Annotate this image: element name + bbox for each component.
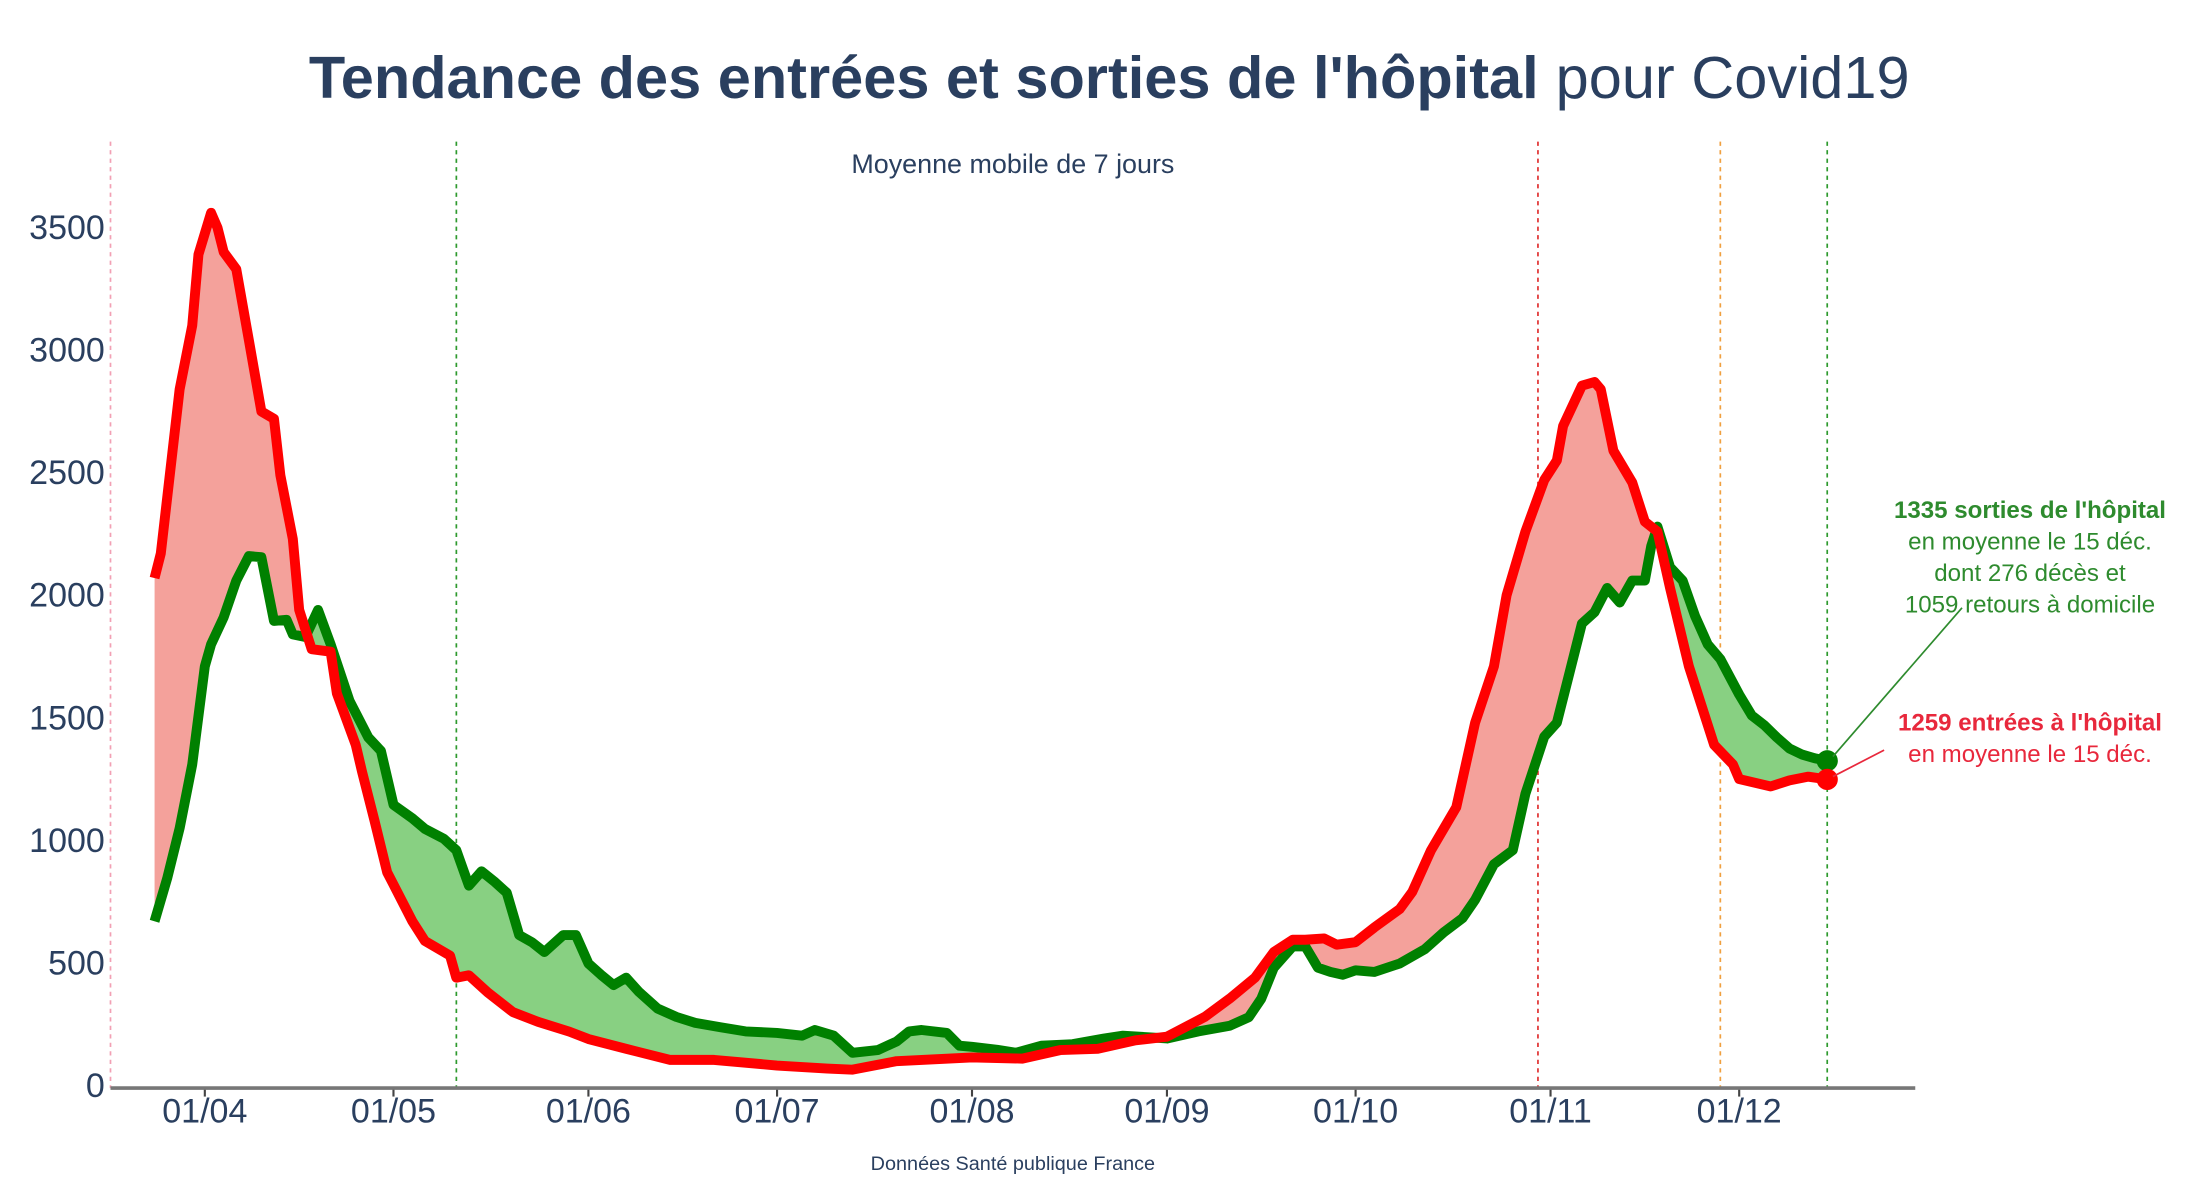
annotation-text: en moyenne le 15 déc.: [1908, 528, 2152, 555]
x-tick-label: 01/06: [546, 1093, 631, 1131]
series-line: [149, 207, 1828, 1075]
chart-title: Tendance des entrées et sorties de l'hôp…: [309, 44, 1910, 111]
y-tick-label: 1000: [29, 822, 105, 860]
annotation-text: en moyenne le 15 déc.: [1908, 741, 2152, 768]
x-tick-label: 01/07: [735, 1093, 820, 1131]
fill-area: [154, 526, 1828, 1070]
y-tick-label: 2500: [29, 454, 105, 492]
annotation-text: 1059 retours à domicile: [1905, 592, 2155, 619]
annotation-text: dont 276 décès et: [1934, 560, 2126, 587]
x-tick-label: 01/05: [351, 1093, 436, 1131]
x-tick-label: 01/08: [929, 1093, 1014, 1131]
y-tick-label: 3500: [29, 209, 105, 247]
title-suffix: pour Covid19: [1556, 44, 1910, 111]
plot: 0 500 1000 1500 2000 2500 3000 3500 01/04 01/05 01…: [29, 141, 2166, 1131]
y-tick-label: 500: [48, 944, 105, 982]
y-tick-label: 2000: [29, 577, 105, 615]
y-tick-label: 3000: [29, 332, 105, 370]
subtitle: Moyenne mobile de 7 jours: [851, 149, 1174, 179]
end-marker: [1816, 750, 1838, 772]
title-main: Tendance des entrées et sorties de l'hôp…: [309, 44, 1539, 111]
annotation-text: 1335 sorties de l'hôpital: [1894, 497, 2166, 524]
series-line: [149, 521, 1829, 1058]
annotation-arrow: [1832, 749, 1885, 778]
annotation-arrow: [1832, 607, 1963, 758]
end-marker: [1816, 768, 1838, 791]
x-tick-label: 01/11: [1509, 1093, 1592, 1131]
y-tick-label: 0: [86, 1067, 105, 1105]
x-tick-label: 01/04: [162, 1093, 247, 1131]
annotation-text: 1259 entrées à l'hôpital: [1898, 709, 2162, 736]
x-tick-label: 01/09: [1124, 1093, 1209, 1131]
source: Données Santé publique France: [871, 1153, 1155, 1175]
x-tick-label: 01/12: [1697, 1093, 1782, 1131]
x-tick-label: 01/10: [1313, 1093, 1398, 1131]
y-tick-label: 1500: [29, 699, 105, 737]
